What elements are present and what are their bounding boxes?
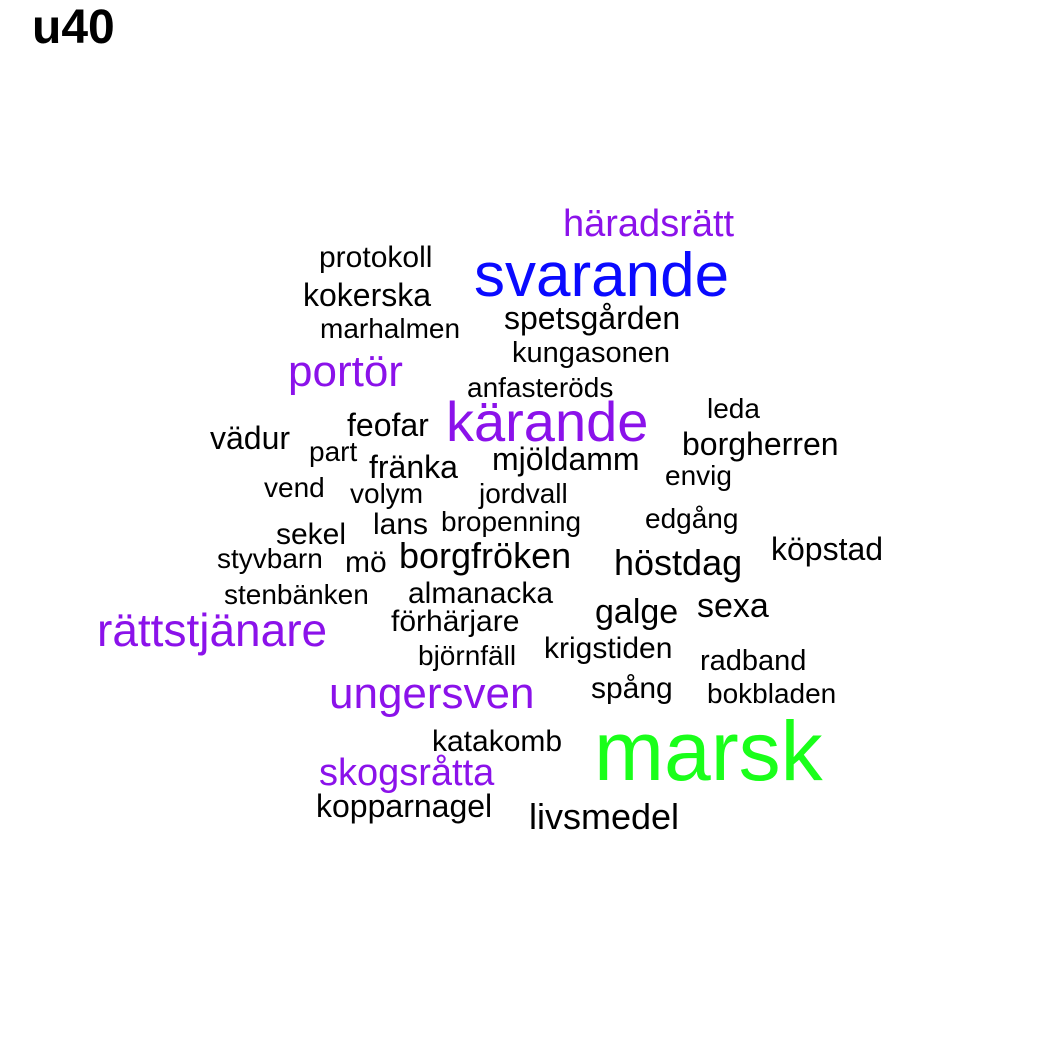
word-bropenning: bropenning	[441, 506, 582, 537]
word-marhalmen: marhalmen	[320, 313, 461, 344]
word-skogsratta: skogsråtta	[319, 752, 495, 794]
word-almanacka: almanacka	[408, 577, 554, 610]
word-karande: kärande	[446, 390, 649, 453]
word-borgherren: borgherren	[682, 426, 839, 462]
word-katakomb: katakomb	[432, 725, 563, 758]
word-mjoldamm: mjöldamm	[492, 441, 640, 477]
word-portor: portör	[288, 347, 403, 396]
word-stenbanken: stenbänken	[224, 579, 369, 610]
word-anfasterods: anfasteröds	[467, 372, 614, 403]
word-radband: radband	[700, 645, 807, 677]
word-ungersven: ungersven	[329, 669, 535, 718]
word-haradsratt: häradsrätt	[563, 203, 735, 245]
word-kopstad: köpstad	[771, 531, 884, 567]
word-marsk: marsk	[594, 704, 823, 798]
word-hostdag: höstdag	[614, 542, 743, 583]
word-leda: leda	[707, 393, 760, 424]
word-svarande: svarande	[474, 241, 730, 310]
word-lans: lans	[373, 508, 429, 541]
word-protokoll: protokoll	[319, 241, 433, 274]
word-borgfroken: borgfröken	[399, 535, 572, 576]
word-kungasonen: kungasonen	[512, 337, 671, 369]
word-kokerska: kokerska	[303, 277, 432, 313]
word-jordvall: jordvall	[479, 478, 568, 509]
word-kopparnagel: kopparnagel	[316, 788, 493, 824]
word-galge: galge	[595, 593, 679, 631]
word-franka: fränka	[369, 449, 458, 485]
word-part: part	[309, 436, 358, 467]
word-volym: volym	[350, 478, 424, 509]
word-envig: envig	[665, 460, 732, 491]
word-krigstiden: krigstiden	[544, 632, 673, 665]
word-spang: spång	[591, 672, 673, 705]
word-vend: vend	[264, 472, 325, 503]
word-rattstjanare: rättstjänare	[97, 604, 328, 656]
word-vadur: vädur	[210, 420, 291, 456]
page-title: u40	[32, 1, 115, 54]
word-feofar: feofar	[347, 407, 429, 443]
word-forharjare: förhärjare	[391, 605, 520, 638]
word-edgang: edgång	[645, 503, 739, 534]
word-sexa: sexa	[697, 587, 769, 625]
word-sekel: sekel	[276, 518, 347, 551]
word-styvbarn: styvbarn	[217, 543, 323, 574]
word-mo: mö	[345, 546, 387, 579]
word-bokbladen: bokbladen	[707, 678, 837, 709]
word-bjornfall: björnfäll	[418, 640, 517, 671]
word-spetsgarden: spetsgården	[504, 300, 681, 336]
word-livsmedel: livsmedel	[529, 796, 680, 837]
